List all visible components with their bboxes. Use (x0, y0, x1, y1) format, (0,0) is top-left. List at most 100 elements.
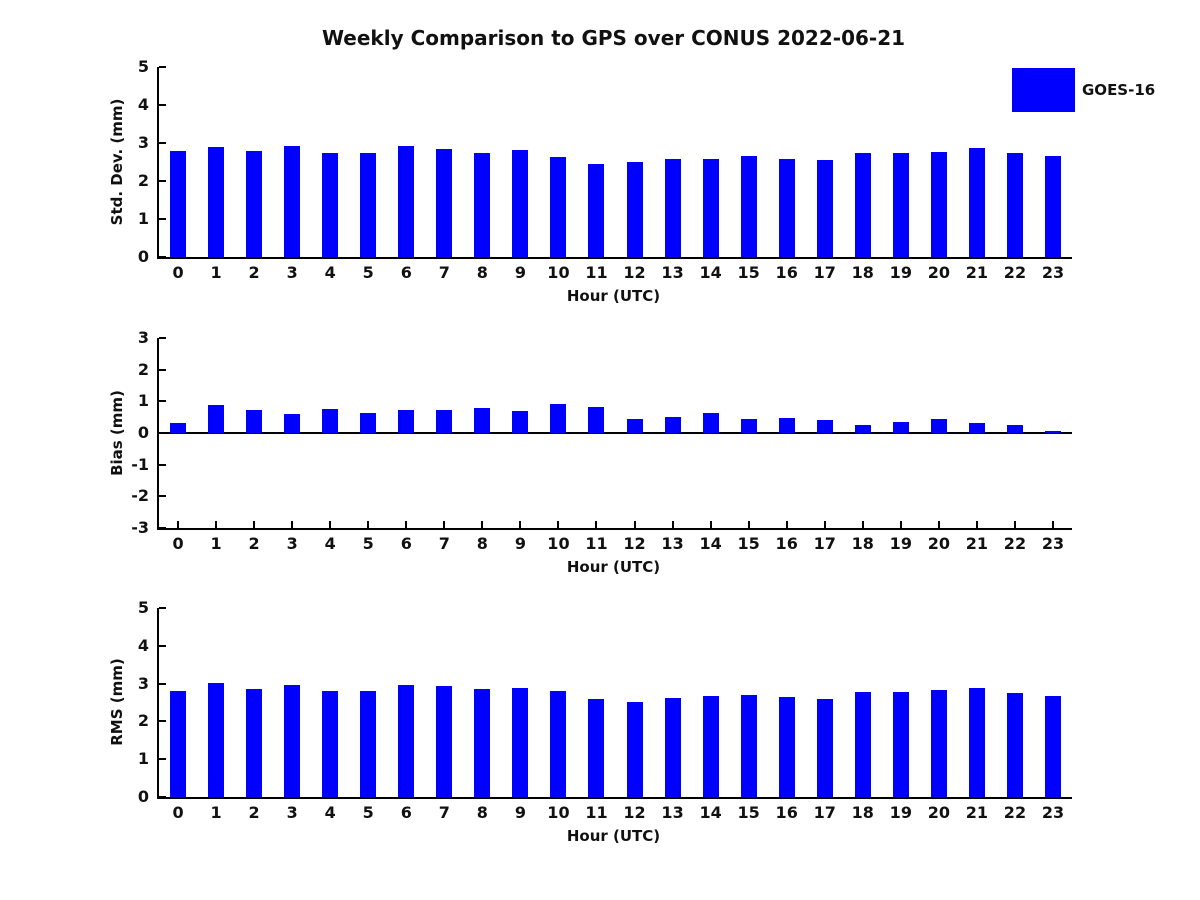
bias-plot-area: -3 -2 -1 0 1 2 3 0 1 2 3 4 5 6 7 8 9 10 11 12 13 14 15 16 17 18 19… (131, 330, 1072, 552)
bar (398, 146, 415, 257)
y-tick (159, 644, 166, 647)
bar (816, 160, 833, 257)
bar (664, 158, 681, 257)
bar (740, 156, 757, 257)
x-tick (291, 521, 294, 528)
x-tick-label: 15 (737, 534, 760, 553)
x-tick-label: 4 (324, 803, 336, 822)
bar (208, 405, 225, 433)
x-tick-label: 17 (813, 534, 836, 553)
y-tick-label: 3 (137, 673, 149, 693)
y-tick-label: 0 (137, 423, 149, 442)
bar (740, 418, 757, 433)
bar (474, 152, 491, 257)
bar (284, 413, 301, 433)
x-tick (861, 521, 864, 528)
y-tick (159, 607, 166, 609)
x-tick-label: 12 (623, 263, 646, 282)
x-tick (1013, 521, 1016, 528)
y-tick-label: 1 (137, 749, 149, 769)
x-tick-label: 15 (737, 803, 760, 822)
y-tick-label: 2 (137, 359, 149, 379)
y-tick-label: 0 (137, 247, 149, 266)
x-tick-label: 17 (813, 803, 836, 822)
bar (360, 412, 377, 433)
bias-x-axis-label: Hour (UTC) (566, 558, 661, 576)
y-tick-label: 3 (137, 133, 149, 152)
bar (816, 420, 833, 433)
bar (512, 410, 529, 433)
x-tick-label: 23 (1041, 534, 1065, 553)
y-tick-label: 1 (137, 209, 149, 228)
bar (170, 423, 187, 433)
x-tick-label: 18 (851, 263, 874, 282)
x-tick-label: 14 (699, 803, 722, 822)
x-tick (253, 521, 256, 528)
bar (930, 151, 947, 257)
x-tick-label: 16 (775, 803, 798, 822)
x-tick-label: 18 (851, 803, 874, 822)
x-tick (443, 521, 446, 528)
x-tick-label: 2 (248, 803, 260, 822)
x-tick (557, 521, 560, 528)
x-tick-label: 13 (661, 263, 684, 282)
chart-title: Weekly Comparison to GPS over CONUS 2022… (321, 26, 906, 50)
rms-y-axis-label: RMS (mm) (108, 658, 126, 746)
x-tick-label: 10 (547, 534, 570, 553)
bar (968, 687, 985, 797)
bar (284, 684, 301, 797)
x-tick (823, 521, 826, 528)
x-tick-label: 16 (775, 263, 798, 282)
bar (702, 158, 719, 257)
x-tick-label: 5 (362, 263, 374, 282)
bar (778, 697, 795, 797)
y-tick (159, 720, 166, 723)
bar (588, 699, 605, 797)
bar (626, 701, 643, 797)
x-tick-label: 9 (514, 263, 526, 282)
bar (854, 692, 871, 797)
bar (854, 152, 871, 257)
x-tick-label: 7 (438, 803, 450, 822)
bar (360, 690, 377, 797)
x-tick-label: 6 (400, 534, 412, 553)
bar (778, 417, 795, 433)
x-tick (177, 521, 180, 528)
x-tick-label: 3 (286, 263, 298, 282)
bias-y-axis-label: Bias (mm) (108, 390, 126, 476)
y-tick (159, 463, 166, 466)
x-tick-label: 14 (699, 534, 722, 553)
x-tick-label: 21 (965, 263, 989, 282)
x-tick-label: 9 (514, 534, 526, 553)
x-tick-label: 21 (965, 803, 989, 822)
y-tick-label: 1 (137, 391, 149, 411)
x-tick (1051, 521, 1054, 528)
y-tick-label: 5 (137, 598, 149, 617)
x-tick (709, 521, 712, 528)
x-tick-label: 7 (438, 263, 450, 282)
bar (854, 424, 871, 433)
y-tick-label: 0 (137, 787, 149, 806)
x-tick-label: 4 (324, 534, 336, 553)
bar (1006, 425, 1023, 433)
x-tick (519, 521, 522, 528)
bar (436, 685, 453, 797)
x-tick-label: 0 (172, 803, 184, 822)
stddev-plot-area: 0 1 2 3 4 5 0 1 2 3 4 5 6 7 8 9 10 11 12 13 14 15 16 17 18 19 20 21… (138, 59, 1072, 281)
x-tick (747, 521, 750, 528)
x-tick-label: 11 (585, 803, 608, 822)
bar (702, 413, 719, 433)
x-tick-label: 7 (438, 534, 450, 553)
x-tick-label: 1 (210, 803, 222, 822)
legend-label: GOES-16 (1082, 81, 1156, 99)
x-tick-label: 0 (172, 263, 184, 282)
bar (892, 421, 909, 433)
y-tick-label: 3 (137, 328, 149, 347)
x-tick (481, 521, 484, 528)
bar (550, 157, 567, 257)
y-tick (159, 66, 166, 68)
x-tick (671, 521, 674, 528)
bar (1006, 152, 1023, 257)
x-tick-label: 22 (1003, 534, 1027, 553)
y-tick (159, 758, 166, 761)
